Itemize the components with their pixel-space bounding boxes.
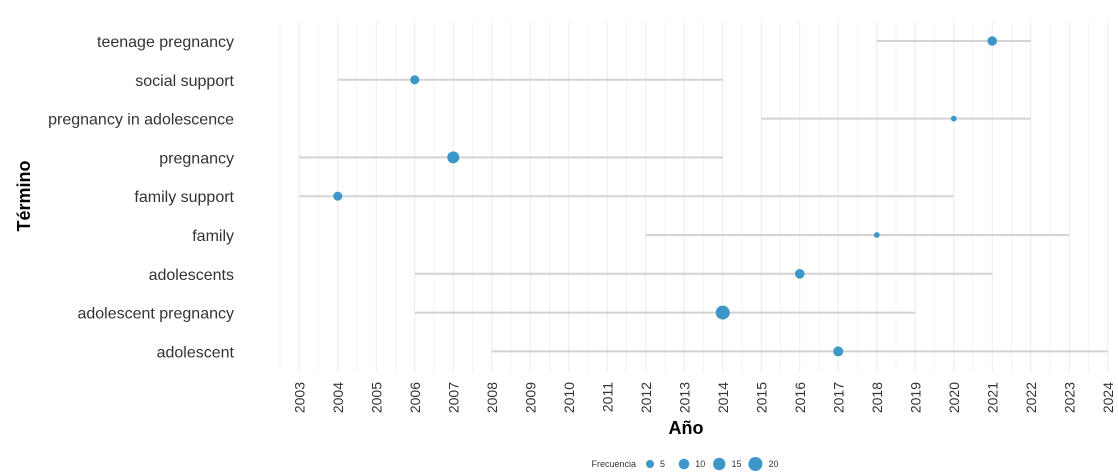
term-label: adolescent pregnancy [77, 306, 234, 323]
legend-size-label: 15 [731, 459, 741, 469]
term-label: social support [135, 73, 234, 90]
x-tick-label: 2007 [445, 382, 461, 413]
legend-size-key [678, 458, 690, 470]
term-frequency-point [873, 232, 880, 238]
term-frequency-point [333, 191, 343, 201]
y-axis-labels: teenage pregnancy social support pregnancy… [48, 34, 234, 361]
x-tick-label: 2018 [869, 382, 885, 413]
term-label: adolescents [149, 267, 234, 284]
y-axis-title: Término [14, 160, 34, 231]
legend-size-label: 10 [695, 459, 705, 469]
x-tick-label: 2008 [484, 382, 500, 413]
x-tick-label: 2019 [907, 382, 923, 413]
term-label: teenage pregnancy [97, 34, 234, 51]
term-label: pregnancy [159, 150, 234, 167]
x-tick-label: 2005 [368, 382, 384, 413]
term-frequency-point [715, 305, 730, 320]
x-tick-label: 2024 [1100, 382, 1116, 413]
legend-size-key [748, 457, 763, 471]
x-tick-label: 2011 [599, 382, 615, 412]
term-frequency-point [987, 36, 998, 46]
x-tick-label: 2021 [984, 382, 1000, 413]
term-label: adolescent [157, 344, 235, 361]
x-tick-label: 2013 [676, 382, 692, 413]
term-frequency-point [447, 151, 460, 164]
legend-size-key [646, 460, 654, 468]
x-tick-label: 2012 [638, 382, 654, 413]
x-tick-label: 2015 [753, 382, 769, 413]
term-frequency-point [410, 75, 420, 85]
x-axis-title: Año [669, 418, 704, 438]
term-label: family [192, 228, 234, 245]
legend-title: Frecuencia [591, 459, 636, 469]
x-tick-label: 2020 [946, 382, 962, 413]
x-tick-label: 2009 [522, 382, 538, 413]
x-tick-label: 2004 [330, 382, 346, 413]
term-points [333, 36, 998, 357]
legend-size-label: 5 [660, 459, 665, 469]
x-tick-label: 2010 [561, 382, 577, 413]
term-label: family support [134, 189, 234, 206]
x-axis-labels: 2003 2004 2005 2006 2007 2008 2009 2010 2011 2012… [291, 382, 1116, 413]
term-frequency-point [833, 346, 844, 357]
x-tick-label: 2017 [830, 382, 846, 413]
term-label: pregnancy in adolescence [48, 112, 234, 129]
x-tick-label: 2023 [1061, 382, 1077, 413]
x-tick-label: 2003 [291, 382, 307, 413]
term-frequency-point [794, 269, 805, 279]
x-tick-label: 2014 [715, 382, 731, 413]
size-legend: Frecuencia 5 10 15 20 [591, 457, 778, 471]
x-tick-label: 2006 [407, 382, 423, 413]
x-tick-label: 2016 [792, 382, 808, 413]
term-frequency-point [950, 115, 957, 122]
legend-size-label: 20 [768, 459, 778, 469]
legend-size-key [713, 457, 726, 471]
x-tick-label: 2022 [1023, 382, 1039, 413]
term-segments [299, 40, 1108, 353]
